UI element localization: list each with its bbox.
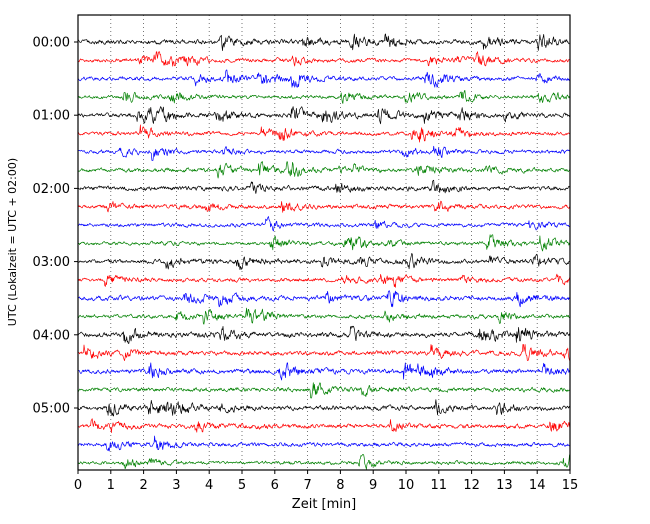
y-tick-label: 01:00 — [33, 109, 70, 124]
trace-line — [77, 33, 571, 51]
trace-line — [77, 344, 571, 362]
x-axis-label: Zeit [min] — [292, 497, 356, 512]
x-tick-label: 1 — [107, 478, 115, 493]
x-tick-label: 7 — [303, 478, 311, 493]
trace-line — [77, 179, 571, 194]
trace-line — [77, 252, 571, 271]
y-tick-labels: 00:00 01:00 02:00 03:00 04:00 05:00 — [33, 36, 70, 417]
y-tick-label: 03:00 — [33, 255, 70, 270]
x-tick-label: 6 — [271, 478, 279, 493]
x-tick-label: 13 — [496, 478, 513, 493]
trace-line — [77, 435, 571, 452]
trace-line — [77, 362, 571, 381]
trace-line — [77, 216, 571, 232]
y-tick-label: 04:00 — [33, 328, 70, 343]
x-tick-label: 0 — [74, 478, 82, 493]
trace-line — [77, 290, 571, 308]
trace-line — [77, 453, 571, 470]
trace-line — [77, 200, 571, 213]
x-tick-label: 5 — [238, 478, 246, 493]
trace-line — [77, 418, 571, 433]
trace-line — [77, 307, 570, 325]
y-tick-label: 05:00 — [33, 402, 70, 417]
x-tick-label: 10 — [398, 478, 415, 493]
trace-group — [77, 33, 571, 470]
x-tick-labels: 0 1 2 3 4 5 6 7 8 9 10 11 12 13 14 15 — [74, 478, 578, 493]
y-tick-label: 02:00 — [33, 182, 70, 197]
trace-line — [77, 273, 571, 288]
x-tick-label: 8 — [336, 478, 344, 493]
trace-line — [77, 399, 571, 417]
y-axis-label: UTC (Lokalzeit = UTC + 02:00) — [6, 158, 19, 326]
trace-line — [77, 90, 571, 104]
trace-line — [77, 106, 571, 125]
x-tick-label: 2 — [139, 478, 147, 493]
x-tick-label: 15 — [562, 478, 579, 493]
y-tick-label: 00:00 — [33, 36, 70, 51]
x-tick-label: 9 — [369, 478, 377, 493]
x-tick-label: 12 — [463, 478, 480, 493]
trace-line — [77, 69, 571, 88]
trace-line — [77, 382, 571, 399]
trace-line — [77, 325, 571, 344]
trace-line — [77, 234, 571, 252]
plot-border — [77, 14, 571, 471]
x-ticks — [77, 470, 571, 474]
x-tick-label: 14 — [529, 478, 546, 493]
trace-line — [77, 51, 571, 67]
x-tick-label: 11 — [431, 478, 448, 493]
trace-line — [77, 145, 571, 161]
x-tick-label: 3 — [172, 478, 180, 493]
trace-line — [77, 124, 571, 143]
trace-line — [77, 161, 571, 179]
y-ticks — [74, 41, 78, 409]
x-tick-label: 4 — [205, 478, 213, 493]
